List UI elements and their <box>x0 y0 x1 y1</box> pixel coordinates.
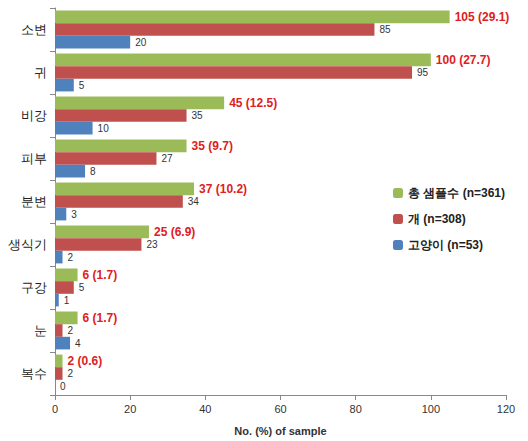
svg-text:1: 1 <box>64 295 70 306</box>
svg-text:120: 120 <box>497 403 515 415</box>
svg-text:비강: 비강 <box>21 108 47 123</box>
svg-text:귀: 귀 <box>34 65 47 80</box>
svg-text:85: 85 <box>379 24 391 35</box>
svg-text:3: 3 <box>71 209 77 220</box>
svg-text:0: 0 <box>52 403 58 415</box>
svg-text:35: 35 <box>192 110 204 121</box>
svg-text:80: 80 <box>350 403 362 415</box>
svg-text:고양이 (n=53): 고양이 (n=53) <box>408 238 483 252</box>
svg-text:45 (12.5): 45 (12.5) <box>229 96 277 110</box>
svg-text:100: 100 <box>422 403 440 415</box>
svg-text:20: 20 <box>135 37 147 48</box>
svg-text:5: 5 <box>79 80 85 91</box>
svg-text:2 (0.6): 2 (0.6) <box>68 354 103 368</box>
svg-text:2: 2 <box>68 252 74 263</box>
svg-text:4: 4 <box>75 338 81 349</box>
svg-text:23: 23 <box>146 239 158 250</box>
svg-text:눈: 눈 <box>34 323 47 338</box>
svg-text:20: 20 <box>124 403 136 415</box>
svg-text:34: 34 <box>188 196 200 207</box>
svg-text:100 (27.7): 100 (27.7) <box>436 53 491 67</box>
svg-text:35 (9.7): 35 (9.7) <box>192 139 233 153</box>
svg-text:5: 5 <box>79 282 85 293</box>
svg-text:구강: 구강 <box>21 280 47 295</box>
svg-text:분변: 분변 <box>21 194 47 209</box>
svg-text:0: 0 <box>60 381 66 392</box>
svg-text:생식기: 생식기 <box>8 237 47 252</box>
svg-text:복수: 복수 <box>21 366 47 381</box>
svg-text:피부: 피부 <box>21 151 47 166</box>
svg-text:10: 10 <box>98 123 110 134</box>
svg-text:개 (n=308): 개 (n=308) <box>408 212 466 226</box>
svg-text:25 (6.9): 25 (6.9) <box>154 225 195 239</box>
svg-text:40: 40 <box>199 403 211 415</box>
svg-text:소변: 소변 <box>21 22 47 37</box>
svg-text:105 (29.1): 105 (29.1) <box>455 10 510 24</box>
svg-text:총 샘플수 (n=361): 총 샘플수 (n=361) <box>408 186 505 200</box>
svg-text:2: 2 <box>68 325 74 336</box>
svg-text:60: 60 <box>274 403 286 415</box>
svg-text:8: 8 <box>90 166 96 177</box>
svg-text:95: 95 <box>417 67 429 78</box>
svg-text:6 (1.7): 6 (1.7) <box>83 311 118 325</box>
svg-text:27: 27 <box>161 153 173 164</box>
svg-text:37 (10.2): 37 (10.2) <box>199 182 247 196</box>
svg-text:2: 2 <box>68 368 74 379</box>
svg-text:No. (%) of sample: No. (%) of sample <box>234 425 326 437</box>
svg-text:6 (1.7): 6 (1.7) <box>83 268 118 282</box>
